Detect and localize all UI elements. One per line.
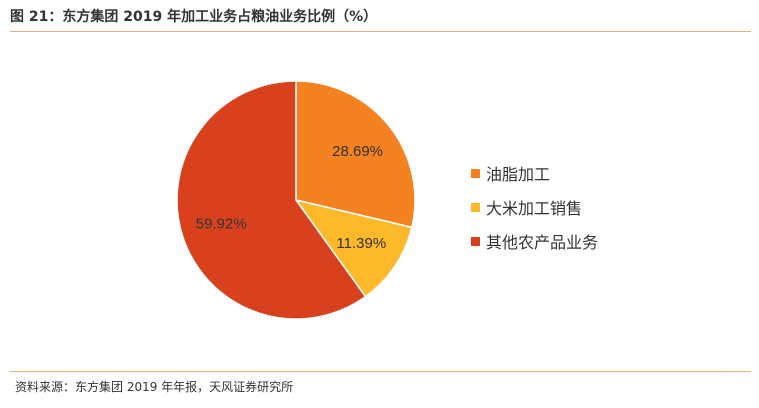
legend-label: 油脂加工	[486, 165, 551, 184]
source-note: 资料来源：东方集团 2019 年年报，天风证券研究所	[15, 380, 294, 394]
legend-item-rice-processing: 大米加工销售	[471, 190, 598, 224]
legend-item-oil-processing: 油脂加工	[471, 156, 598, 190]
pie-data-label-2: 59.92%	[196, 216, 247, 233]
legend-label: 大米加工销售	[486, 199, 583, 218]
title-divider	[10, 31, 751, 32]
pie-slice-0	[295, 80, 416, 229]
legend-swatch	[471, 168, 480, 178]
pie-data-label-0: 28.69%	[332, 143, 383, 160]
source-divider	[10, 371, 751, 372]
pie-slice-2	[176, 80, 367, 320]
pie-slice-1	[294, 198, 413, 298]
chart-legend: 油脂加工 大米加工销售 其他农产品业务	[471, 156, 598, 258]
legend-item-other-agri: 其他农产品业务	[471, 224, 598, 258]
figure-title: 图 21：东方集团 2019 年加工业务占粮油业务比例（%）	[10, 9, 378, 25]
legend-swatch	[471, 202, 480, 212]
legend-swatch	[471, 236, 480, 246]
legend-label: 其他农产品业务	[486, 233, 599, 252]
pie-data-label-1: 11.39%	[336, 235, 386, 252]
